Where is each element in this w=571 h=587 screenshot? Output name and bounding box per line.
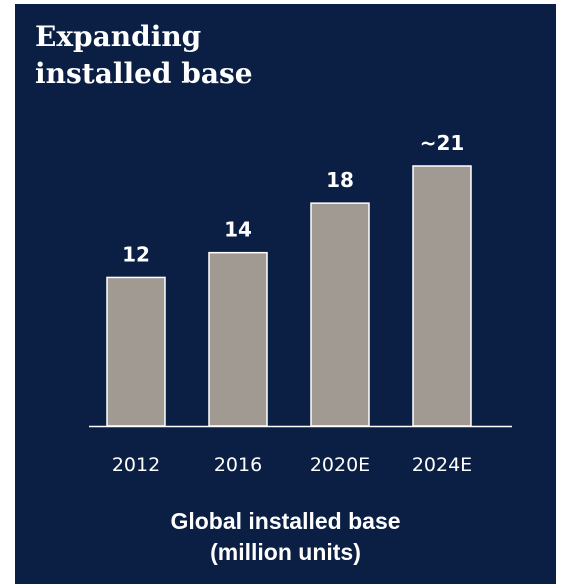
chart-panel: Expanding installed base 12 2012 14 2016 18 2…	[15, 4, 556, 584]
bar-2020e	[310, 202, 370, 427]
x-tick-label: 2016	[214, 454, 262, 476]
bar-value-label: ~21	[420, 131, 465, 155]
x-axis-label-line-1: Global installed base	[170, 508, 401, 534]
chart-title: Expanding installed base	[35, 18, 253, 92]
bar-chart: 12 2012 14 2016 18 2020E ~21 2024E	[89, 131, 512, 476]
bar-value-label: 12	[122, 242, 150, 266]
bar-2024e	[412, 165, 472, 427]
bar-value-label: 18	[326, 168, 354, 192]
x-tick-label: 2024E	[412, 454, 472, 476]
bar-2016	[208, 251, 268, 427]
x-axis-label-line-2: (million units)	[210, 539, 361, 565]
chart-title-line-1: Expanding	[35, 20, 202, 53]
bar-value-label: 14	[224, 218, 252, 242]
x-tick-label: 2020E	[310, 454, 370, 476]
chart-title-line-2: installed base	[35, 57, 253, 90]
x-tick-label: 2012	[112, 454, 160, 476]
x-axis-label: Global installed base (million units)	[15, 506, 556, 568]
bar-2012	[106, 276, 166, 427]
